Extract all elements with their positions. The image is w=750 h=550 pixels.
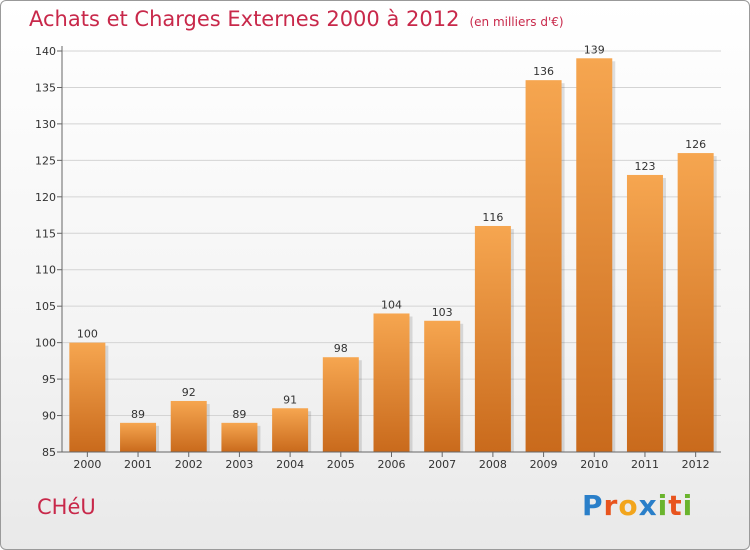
y-tick-label: 130 bbox=[35, 118, 56, 131]
x-tick-label: 2006 bbox=[378, 458, 406, 471]
y-tick-label: 135 bbox=[35, 81, 56, 94]
chart-title: Achats et Charges Externes 2000 à 2012 (e… bbox=[29, 7, 564, 31]
x-tick-label: 2012 bbox=[682, 458, 710, 471]
x-tick-label: 2007 bbox=[428, 458, 456, 471]
y-tick-label: 95 bbox=[42, 373, 56, 386]
bar bbox=[626, 174, 663, 453]
data-label: 89 bbox=[131, 408, 145, 421]
logo-letter: x bbox=[638, 489, 658, 522]
x-tick-label: 2011 bbox=[631, 458, 659, 471]
logo-letter: i bbox=[657, 489, 669, 522]
data-label: 89 bbox=[232, 408, 246, 421]
data-label: 103 bbox=[432, 306, 453, 319]
bar bbox=[120, 422, 157, 452]
bar bbox=[272, 408, 309, 452]
x-tick-label: 2008 bbox=[479, 458, 507, 471]
x-tick-label: 2002 bbox=[175, 458, 203, 471]
logo-letter: o bbox=[618, 489, 639, 522]
data-label: 123 bbox=[634, 160, 655, 173]
bar bbox=[525, 80, 562, 452]
bar bbox=[424, 320, 461, 452]
y-tick-label: 115 bbox=[35, 227, 56, 240]
data-label: 98 bbox=[334, 342, 348, 355]
bar bbox=[677, 153, 714, 452]
logo-letter: r bbox=[603, 489, 619, 522]
x-tick-label: 2000 bbox=[73, 458, 101, 471]
y-tick-label: 125 bbox=[35, 154, 56, 167]
data-label: 104 bbox=[381, 298, 402, 311]
x-tick-label: 2010 bbox=[580, 458, 608, 471]
bar bbox=[69, 342, 106, 452]
unit-label: (en milliers d'€) bbox=[469, 15, 564, 29]
x-tick-label: 2004 bbox=[276, 458, 304, 471]
bar bbox=[170, 400, 207, 452]
y-tick-label: 110 bbox=[35, 264, 56, 277]
y-tick-label: 100 bbox=[35, 337, 56, 350]
data-label: 100 bbox=[77, 328, 98, 341]
bar bbox=[576, 58, 613, 453]
bar bbox=[221, 422, 258, 452]
commune-name: CHéU bbox=[37, 495, 96, 519]
bar bbox=[474, 225, 511, 452]
data-label: 92 bbox=[182, 386, 196, 399]
data-label: 136 bbox=[533, 65, 554, 78]
bar bbox=[373, 313, 410, 452]
y-tick-label: 85 bbox=[42, 446, 56, 459]
y-tick-label: 105 bbox=[35, 300, 56, 313]
data-label: 139 bbox=[584, 43, 605, 56]
title-text: Achats et Charges Externes 2000 à 2012 bbox=[29, 7, 460, 31]
x-tick-label: 2003 bbox=[225, 458, 253, 471]
bar bbox=[322, 357, 359, 452]
x-tick-label: 2005 bbox=[327, 458, 355, 471]
logo-letter: i bbox=[682, 489, 694, 522]
y-tick-label: 90 bbox=[42, 410, 56, 423]
x-tick-label: 2009 bbox=[530, 458, 558, 471]
y-tick-label: 120 bbox=[35, 191, 56, 204]
y-tick-label: 140 bbox=[35, 45, 56, 58]
logo-letter: t bbox=[668, 489, 683, 522]
data-label: 91 bbox=[283, 393, 297, 406]
data-label: 116 bbox=[482, 211, 503, 224]
data-label: 126 bbox=[685, 138, 706, 151]
x-tick-label: 2001 bbox=[124, 458, 152, 471]
logo-letter: P bbox=[582, 489, 604, 522]
proxiti-logo: Proxiti bbox=[582, 489, 693, 522]
